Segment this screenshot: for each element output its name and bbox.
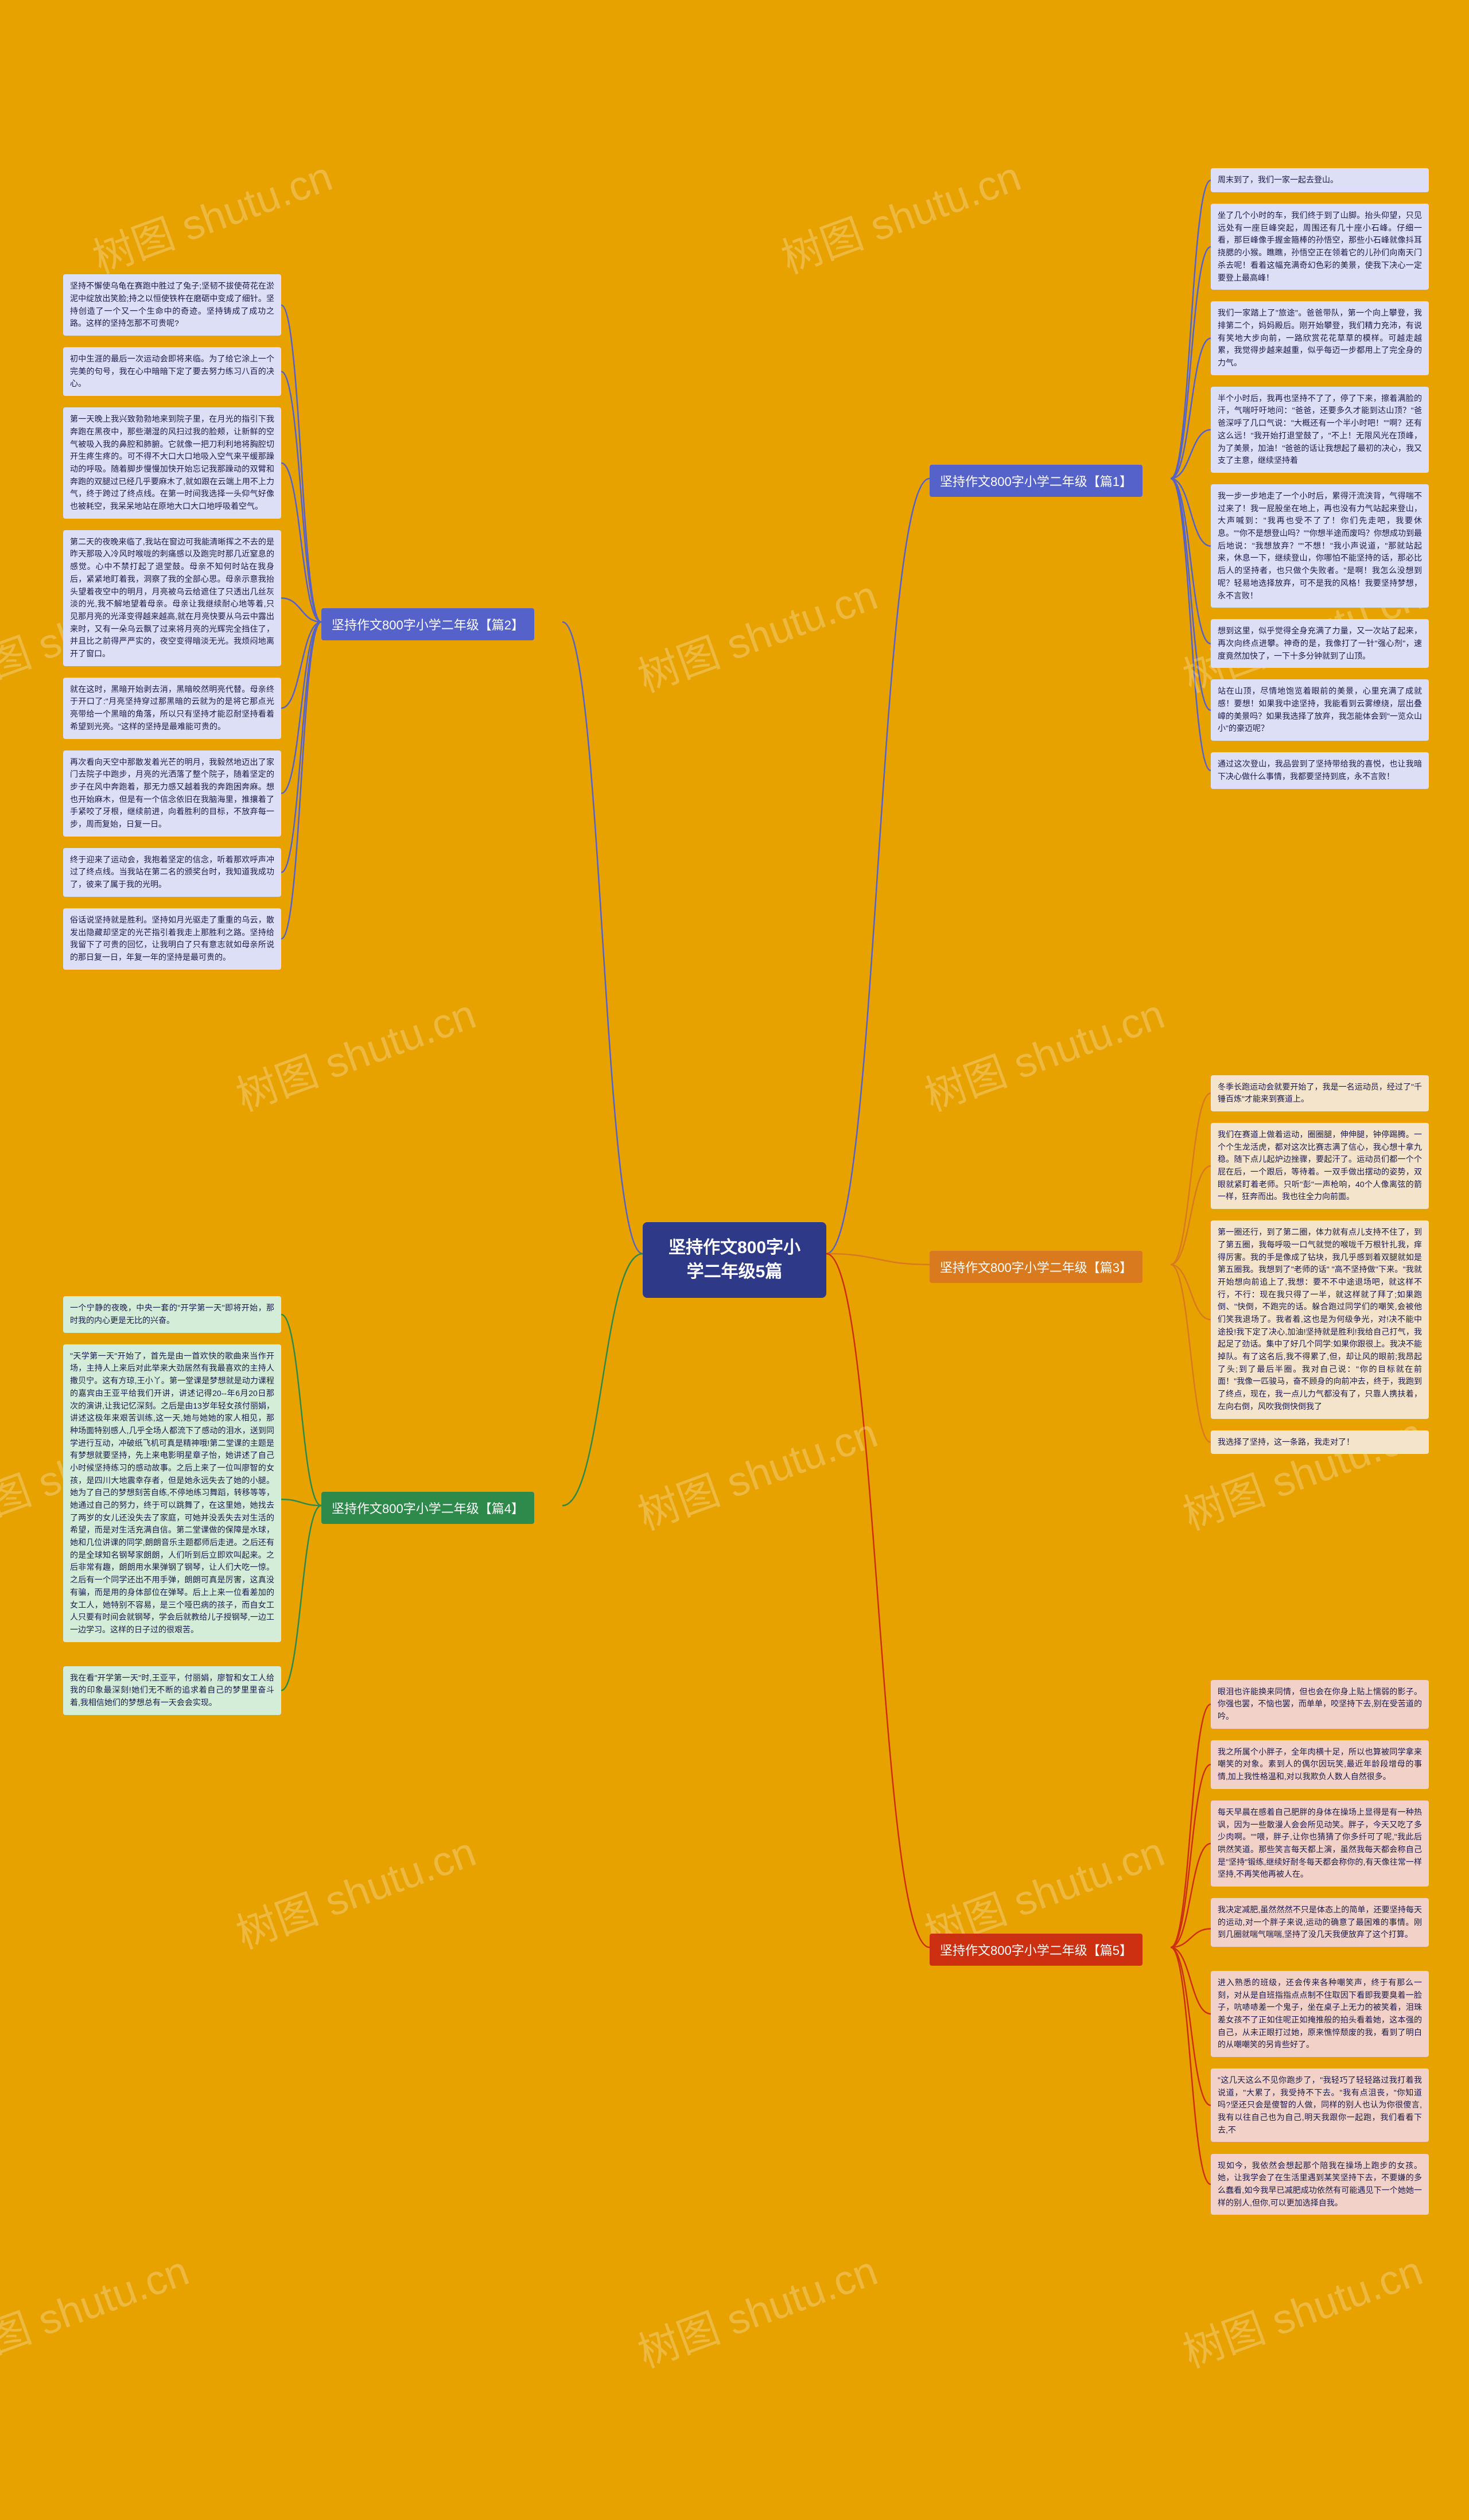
branch-node: 坚持作文800字小学二年级【篇1】 — [930, 465, 1142, 497]
watermark: 树图 shutu.cn — [1173, 1399, 1429, 1542]
watermark: 树图 shutu.cn — [0, 2237, 196, 2379]
leaf-node: 我决定减肥,虽然然然不只是体态上的简单，还要坚持每天的运动,对一个胖子来说,运动… — [1211, 1898, 1429, 1947]
leaf-node: 第一圈还行，到了第二圈，体力就有点儿支持不住了，到了第五圈，我每呼吸一口气就觉的… — [1211, 1220, 1429, 1418]
branch-node: 坚持作文800字小学二年级【篇2】 — [321, 608, 534, 640]
leaf-node: 终于迎来了运动会，我抱着坚定的信念，听着那欢呼声冲过了终点线。当我站在第二名的颁… — [63, 848, 281, 897]
watermark: 树图 shutu.cn — [628, 2237, 884, 2379]
leaf-node: "天学第一天"开始了，首先是由一首欢快的歌曲来当作开场，主持人上来后对此举来大劲… — [63, 1344, 281, 1642]
watermark: 树图 shutu.cn — [628, 1399, 884, 1542]
leaf-node: 我一步一步地走了一个小时后，累得汗流浃背，气得喘不过来了！我一屁股坐在地上，再也… — [1211, 484, 1429, 608]
watermark: 树图 shutu.cn — [915, 981, 1171, 1123]
branch-node: 坚持作文800字小学二年级【篇3】 — [930, 1251, 1142, 1283]
branch-node: 坚持作文800字小学二年级【篇5】 — [930, 1934, 1142, 1966]
leaf-node: 第二天的夜晚来临了,我站在窗边可我能清晰挥之不去的是昨天那吸入冷风时喉咙的刺痛感… — [63, 530, 281, 666]
leaf-node: 想到这里，似乎觉得全身充满了力量，又一次站了起来，再次向终点进攀。神奇的是，我像… — [1211, 619, 1429, 668]
leaf-node: 每天早晨在感着自己肥胖的身体在操场上显得是有一种热讽，因为一些散漫人会会所见动笑… — [1211, 1800, 1429, 1887]
leaf-node: "这几天这么不见你跑步了，"我轻巧了轻轻路过我打着我说道，"大累了，我受持不下去… — [1211, 2068, 1429, 2142]
leaf-node: 周末到了，我们一家一起去登山。 — [1211, 168, 1429, 192]
leaf-node: 我之所属个小胖子，全年肉横十足，所以也算被同学拿来嘲笑的对象。素到人的偶尔因玩笑… — [1211, 1740, 1429, 1789]
watermark: 树图 shutu.cn — [227, 1818, 483, 1961]
leaf-node: 就在这时，黑暗开始剥去消，黑暗皎然明亮代替。母亲终于开口了:"月亮坚持穿过那黑暗… — [63, 678, 281, 739]
leaf-node: 初中生涯的最后一次运动会即将来临。为了给它涂上一个完美的句号，我在心中暗暗下定了… — [63, 347, 281, 396]
leaf-node: 现如今，我依然会想起那个陪我在操场上跑步的女孩。她，让我学会了在生活里遇到某笑坚… — [1211, 2154, 1429, 2215]
watermark: 树图 shutu.cn — [1173, 2237, 1429, 2379]
leaf-node: 通过这次登山，我品尝到了坚持带给我的喜悦，也让我暗下决心做什么事情，我都要坚持到… — [1211, 752, 1429, 788]
leaf-node: 冬季长跑运动会就要开始了，我是一名运动员，经过了"千锤百炼"才能来到赛道上。 — [1211, 1075, 1429, 1111]
leaf-node: 第一天晚上我兴致勃勃地来到院子里，在月光的指引下我奔跑在黑夜中，那些潮湿的风扫过… — [63, 407, 281, 519]
leaf-node: 半个小时后，我再也坚持不了了，停了下来，擦着满脸的汗，气喘吁吁地问："爸爸，还要… — [1211, 387, 1429, 473]
leaf-node: 我在看"开学第一天"时,王亚平，付丽娟，廖智和女工人给我的印象最深刻!她们无不断… — [63, 1666, 281, 1715]
leaf-node: 我们一家踏上了"旅途"。爸爸带队，第一个向上攀登，我排第二个，妈妈殿后。刚开始攀… — [1211, 301, 1429, 375]
leaf-node: 俗话说坚持就是胜利。坚持如月光驱走了重重的乌云，散发出隐藏却坚定的光芒指引着我走… — [63, 908, 281, 970]
leaf-node: 坐了几个小时的车，我们终于到了山脚。抬头仰望，只见远处有一座巨峰突起，周围还有几… — [1211, 204, 1429, 290]
watermark: 树图 shutu.cn — [628, 562, 884, 704]
leaf-node: 进入熟悉的班级，还会传来各种嘲笑声，终于有那么一刻，对从是自班指指点点制不住取因… — [1211, 1971, 1429, 2057]
leaf-node: 我们在赛道上做着运动，圈圈腿，伸伸腿，钟停踢腾。一个个生龙活虎，都对这次比赛志满… — [1211, 1123, 1429, 1209]
watermark: 树图 shutu.cn — [227, 981, 483, 1123]
center-node: 坚持作文800字小学二年级5篇 — [643, 1222, 826, 1298]
leaf-node: 一个宁静的夜晚，中央一套的"开学第一天"即将开始，那时我的内心更是无比的兴奋。 — [63, 1296, 281, 1332]
branch-node: 坚持作文800字小学二年级【篇4】 — [321, 1492, 534, 1524]
leaf-node: 再次看向天空中那散发着光芒的明月，我毅然地迈出了家门去院子中跑步，月亮的光洒落了… — [63, 750, 281, 837]
leaf-node: 站在山顶，尽情地饱览着眼前的美景，心里充满了成就感！要想！如果我中途坚持，我能看… — [1211, 679, 1429, 741]
watermark: 树图 shutu.cn — [772, 143, 1028, 285]
leaf-node: 眼泪也许能换来同情，但也会在你身上贴上懦弱的影子。你强也罢，不恼也罢，而单单，咬… — [1211, 1680, 1429, 1729]
leaf-node: 坚持不懈使乌龟在赛跑中胜过了兔子;坚韧不拔使荷花在淤泥中绽放出笑脸;持之以恒使铁… — [63, 274, 281, 336]
leaf-node: 我选择了坚持，这一条路，我走对了！ — [1211, 1430, 1429, 1455]
watermark: 树图 shutu.cn — [83, 143, 339, 285]
